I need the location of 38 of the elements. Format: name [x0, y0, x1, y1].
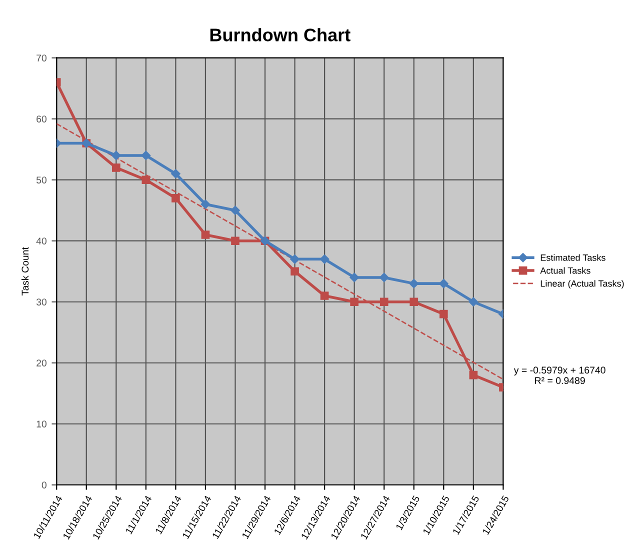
point: [439, 310, 448, 318]
point: [379, 272, 389, 282]
point: [290, 267, 299, 276]
y-tick-label: 20: [36, 360, 47, 366]
point: [350, 298, 359, 306]
point: [112, 163, 120, 172]
point: [350, 272, 359, 282]
point: [200, 200, 210, 209]
y-tick-label: 30: [36, 298, 47, 306]
point: [410, 298, 418, 306]
legend-label: Estimated Tasks: [540, 254, 606, 261]
point: [290, 254, 300, 264]
y-tick-label: 0: [42, 482, 47, 488]
legend-label: Actual Tasks: [540, 267, 590, 274]
point: [142, 176, 150, 184]
point: [380, 298, 388, 306]
point: [230, 206, 240, 215]
y-tick-label: 50: [36, 176, 47, 184]
point: [172, 194, 180, 202]
point: [469, 370, 478, 380]
point: [468, 297, 478, 306]
text: y = -0.5979x + 16740 R² = 0.9489: [514, 366, 606, 384]
y-tick-label: 40: [36, 238, 47, 244]
y-axis-title: Task Count: [21, 247, 29, 296]
point: [141, 150, 151, 160]
point: [231, 236, 240, 246]
point: [320, 254, 330, 264]
point: [320, 292, 329, 300]
point: [201, 230, 210, 239]
y-tick-label: 10: [36, 420, 47, 428]
point: [112, 150, 121, 160]
point: [439, 278, 448, 288]
y-tick-label: 70: [36, 54, 47, 62]
legend-label: Linear (Actual Tasks): [540, 280, 624, 288]
point: [171, 169, 180, 178]
chart-title: Burndown Chart: [210, 28, 350, 42]
point: [409, 278, 419, 288]
y-tick-label: 60: [36, 116, 47, 122]
